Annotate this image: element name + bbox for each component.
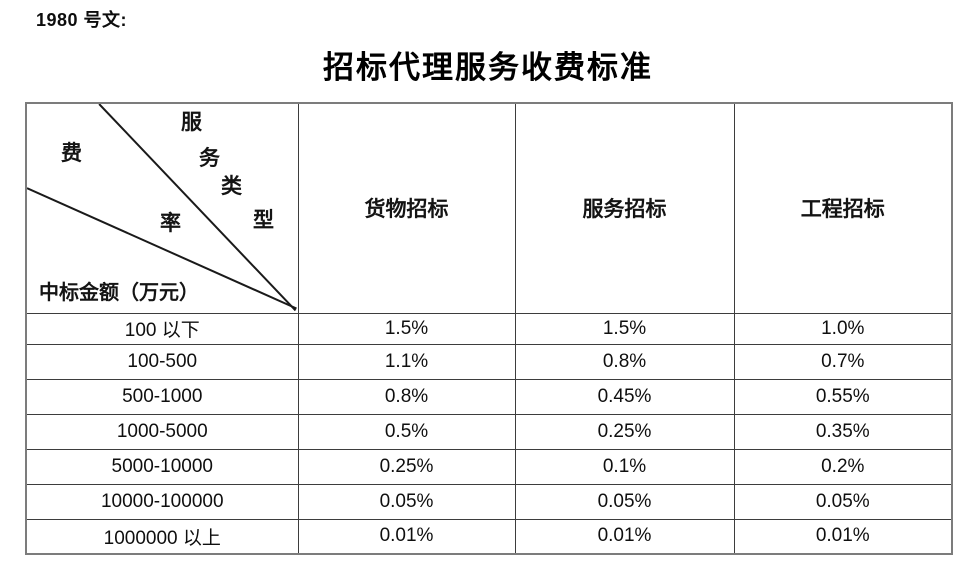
rate-cell: 0.01% xyxy=(514,518,735,555)
table-row: 100 以下 1.5% 1.5% 1.0% xyxy=(25,312,953,345)
rate-cell: 1.1% xyxy=(297,343,516,380)
table-row: 1000-5000 0.5% 0.25% 0.35% xyxy=(25,413,953,450)
amount-range-cell: 5000-10000 xyxy=(25,448,299,485)
rate-cell: 1.5% xyxy=(514,312,735,345)
rate-cell: 1.5% xyxy=(297,312,516,345)
service-type-char: 类 xyxy=(221,174,242,198)
rate-cell: 0.5% xyxy=(297,413,516,450)
column-header-goods: 货物招标 xyxy=(297,102,516,314)
rate-cell: 0.01% xyxy=(733,518,953,555)
amount-range-cell: 100-500 xyxy=(25,343,299,380)
rate-cell: 0.05% xyxy=(514,483,735,520)
amount-axis-label: 中标金额（万元） xyxy=(39,282,199,304)
amount-range-cell: 500-1000 xyxy=(25,378,299,415)
rate-cell: 0.05% xyxy=(297,483,516,520)
column-header-services: 服务招标 xyxy=(514,102,735,314)
rate-cell: 0.05% xyxy=(733,483,953,520)
corner-header-cell: 服 务 类 型 费 率 中标金额（万元） xyxy=(25,102,299,314)
amount-range-cell: 1000-5000 xyxy=(25,413,299,450)
table-row: 10000-100000 0.05% 0.05% 0.05% xyxy=(25,483,953,520)
fee-rate-char: 费 xyxy=(61,141,82,165)
fee-rate-char: 率 xyxy=(160,211,181,235)
rate-cell: 0.35% xyxy=(733,413,953,450)
rate-cell: 1.0% xyxy=(733,312,953,345)
service-type-char: 务 xyxy=(199,146,220,170)
diagonal-divider-lines xyxy=(27,104,297,312)
service-type-char: 服 xyxy=(181,110,202,134)
rate-cell: 0.01% xyxy=(297,518,516,555)
fee-standard-table: 服 务 类 型 费 率 中标金额（万元） 货物招标 服务招标 工程招标 100 … xyxy=(25,102,953,555)
amount-range-cell: 10000-100000 xyxy=(25,483,299,520)
rate-cell: 0.8% xyxy=(297,378,516,415)
rate-cell: 0.8% xyxy=(514,343,735,380)
column-header-works: 工程招标 xyxy=(733,102,953,314)
rate-cell: 0.55% xyxy=(733,378,953,415)
table-row: 100-500 1.1% 0.8% 0.7% xyxy=(25,343,953,380)
amount-range-cell: 100 以下 xyxy=(25,312,299,345)
table-row: 5000-10000 0.25% 0.1% 0.2% xyxy=(25,448,953,485)
rate-cell: 0.7% xyxy=(733,343,953,380)
rate-cell: 0.25% xyxy=(514,413,735,450)
table-row: 1000000 以上 0.01% 0.01% 0.01% xyxy=(25,518,953,555)
service-type-char: 型 xyxy=(253,208,274,232)
page-ref-label: 1980 号文: xyxy=(36,10,128,30)
rate-cell: 0.25% xyxy=(297,448,516,485)
rate-cell: 0.1% xyxy=(514,448,735,485)
amount-range-cell: 1000000 以上 xyxy=(25,518,299,555)
page-title: 招标代理服务收费标准 xyxy=(323,50,653,85)
table-row: 500-1000 0.8% 0.45% 0.55% xyxy=(25,378,953,415)
rate-cell: 0.2% xyxy=(733,448,953,485)
table-header-row: 服 务 类 型 费 率 中标金额（万元） 货物招标 服务招标 工程招标 xyxy=(25,102,953,314)
rate-cell: 0.45% xyxy=(514,378,735,415)
